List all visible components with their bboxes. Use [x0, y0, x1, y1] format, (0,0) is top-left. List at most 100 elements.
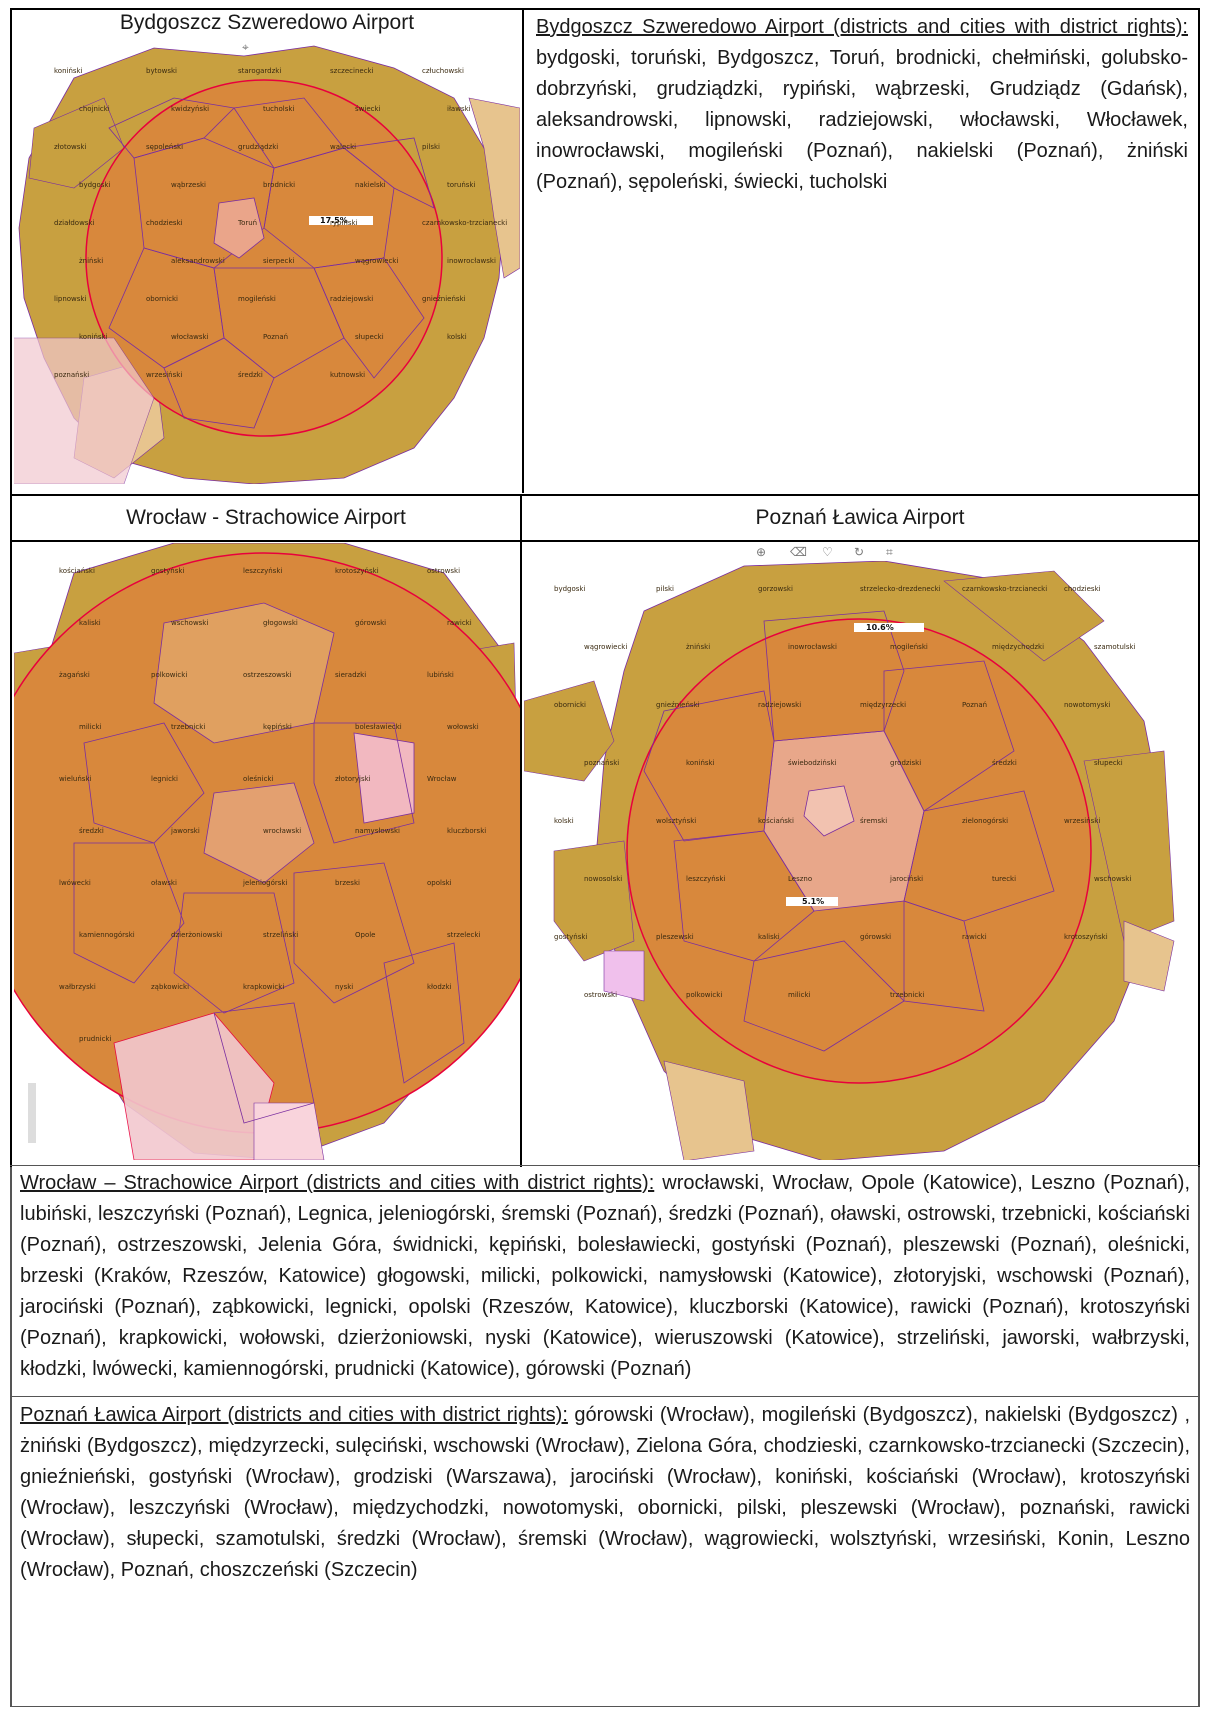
district-label: działdowski — [54, 219, 94, 227]
district-label: gostyński — [554, 933, 587, 941]
row-divider-2 — [10, 540, 1200, 542]
district-label: poznański — [54, 371, 89, 379]
district-label: sieradzki — [335, 671, 366, 679]
poznan-map-title: Poznań Ławica Airport — [755, 506, 965, 529]
wroclaw-map: kościański gostyński leszczyński krotoszyńs… — [14, 543, 520, 1160]
district-label: kutnowski — [330, 371, 365, 379]
poznan-district-labels: bydgoski pilski gorzowski strzelecko-drezde… — [554, 585, 1136, 999]
district-label: ostrowski — [427, 567, 460, 575]
district-label: oleśnicki — [243, 775, 273, 783]
district-label: kłodzki — [427, 983, 451, 991]
district-label: wschowski — [171, 619, 208, 627]
row-divider-1 — [10, 494, 1200, 496]
district-label: nakielski — [355, 181, 386, 189]
district-label: gnieźnieński — [422, 295, 466, 303]
table-border-right-lower — [1198, 1167, 1200, 1707]
district-label: gostyński — [151, 567, 184, 575]
district-label: kępiński — [263, 723, 292, 731]
wroclaw-list-heading: Wrocław – Strachowice Airport (districts… — [20, 1172, 655, 1194]
wroclaw-map-title: Wrocław - Strachowice Airport — [126, 506, 406, 529]
district-label: starogardzki — [238, 67, 281, 75]
district-label: świebodziński — [788, 759, 837, 767]
district-label: górowski — [860, 933, 891, 941]
district-label: czarnkowsko-trzcianecki — [962, 585, 1047, 593]
wroclaw-map-graphic: kościański gostyński leszczyński krotoszyńs… — [14, 543, 520, 1160]
district-label: kolski — [554, 817, 574, 825]
district-label: sierpecki — [263, 257, 294, 265]
district-label: strzelecki — [447, 931, 480, 939]
district-label: lubiński — [427, 671, 454, 679]
district-label: żniński — [79, 257, 103, 265]
district-label: włocławski — [171, 333, 209, 341]
district-label: lwówecki — [59, 879, 91, 887]
district-label: lipnowski — [54, 295, 86, 303]
district-label: średzki — [238, 371, 263, 379]
district-label: słupecki — [355, 333, 384, 341]
district-label: namysłowski — [355, 827, 400, 835]
district-label: żniński — [686, 643, 710, 651]
bydgoszcz-map-graphic: 17.5% koniński bytowski starogardzki szczec… — [14, 45, 520, 484]
district-label: inowrocławski — [447, 257, 496, 265]
district-label: Leszno — [788, 875, 812, 883]
district-label: kwidzyński — [171, 105, 209, 113]
row-divider-3 — [10, 1165, 1200, 1166]
poznan-map: ⊕ ⌫ ♡ ↻ ⌗ 10.6% 5.1% bydgoski pilski gorzo… — [524, 543, 1196, 1160]
table-border-right-upper — [1198, 8, 1200, 1170]
district-label: nowotomyski — [1064, 701, 1110, 709]
district-label: koniński — [686, 759, 715, 767]
district-label: złotowski — [54, 143, 86, 151]
heart-icon: ♡ — [822, 545, 833, 559]
bydgoszcz-district-list: Bydgoszcz Szweredowo Airport (districts … — [536, 12, 1188, 198]
district-label: nyski — [335, 983, 353, 991]
column-divider-middle — [520, 496, 522, 1167]
district-label: tucholski — [263, 105, 294, 113]
district-label: legnicki — [151, 775, 178, 783]
bydgoszcz-list-text: bydgoski, toruński, Bydgoszcz, Toruń, br… — [536, 47, 1188, 193]
district-label: prudnicki — [79, 1035, 111, 1043]
district-label: grodziski — [890, 759, 921, 767]
wroclaw-district-list: Wrocław – Strachowice Airport (districts… — [20, 1168, 1190, 1385]
district-label: człuchowski — [422, 67, 464, 75]
district-label: brzeski — [335, 879, 360, 887]
table-border-left-upper — [10, 8, 12, 1170]
district-label: chodzieski — [1064, 585, 1101, 593]
district-label: ostrzeszowski — [243, 671, 292, 679]
district-label: wrzesiński — [1064, 817, 1100, 825]
district-label: bytowski — [146, 67, 177, 75]
wroclaw-list-text: wrocławski, Wrocław, Opole (Katowice), L… — [20, 1172, 1190, 1380]
district-label: toruński — [447, 181, 475, 189]
district-label: nowosolski — [584, 875, 622, 883]
district-label: aleksandrowski — [171, 257, 225, 265]
poznan-district-list: Poznań Ławica Airport (districts and cit… — [20, 1400, 1190, 1586]
district-label: Wrocław — [427, 775, 457, 783]
district-label: chodzieski — [146, 219, 183, 227]
district-label: świecki — [355, 105, 381, 113]
district-label: wałbrzyski — [59, 983, 96, 991]
district-label: wschowski — [1094, 875, 1131, 883]
district-label: kościański — [59, 567, 95, 575]
row-divider-4 — [10, 1396, 1200, 1397]
district-label: górowski — [355, 619, 386, 627]
district-label: jarociński — [889, 875, 923, 883]
district-label: pilski — [422, 143, 440, 151]
district-label: szczecinecki — [330, 67, 374, 75]
district-label: milicki — [788, 991, 811, 999]
district-label: strzeliński — [263, 931, 298, 939]
district-label: złotoryjski — [335, 775, 371, 783]
district-label: grudziądzki — [238, 143, 278, 151]
district-label: czarnkowsko-trzcianecki — [422, 219, 507, 227]
district-label: Opole — [355, 931, 376, 939]
district-label: polkowicki — [686, 991, 722, 999]
district-label: jaworski — [170, 827, 200, 835]
table-border-bottom — [10, 1706, 1200, 1707]
district-label: trzebnicki — [890, 991, 924, 999]
table-border-top — [10, 8, 1200, 10]
district-label: mogileński — [890, 643, 928, 651]
district-label: międzyrzecki — [860, 701, 906, 709]
district-label: ząbkowicki — [151, 983, 189, 991]
district-label: bydgoski — [79, 181, 110, 189]
rotate-icon: ↻ — [854, 545, 865, 559]
district-label: iławski — [447, 105, 471, 113]
bydgoszcz-map: 17.5% koniński bytowski starogardzki szczec… — [14, 38, 520, 484]
district-label: słupecki — [1094, 759, 1123, 767]
